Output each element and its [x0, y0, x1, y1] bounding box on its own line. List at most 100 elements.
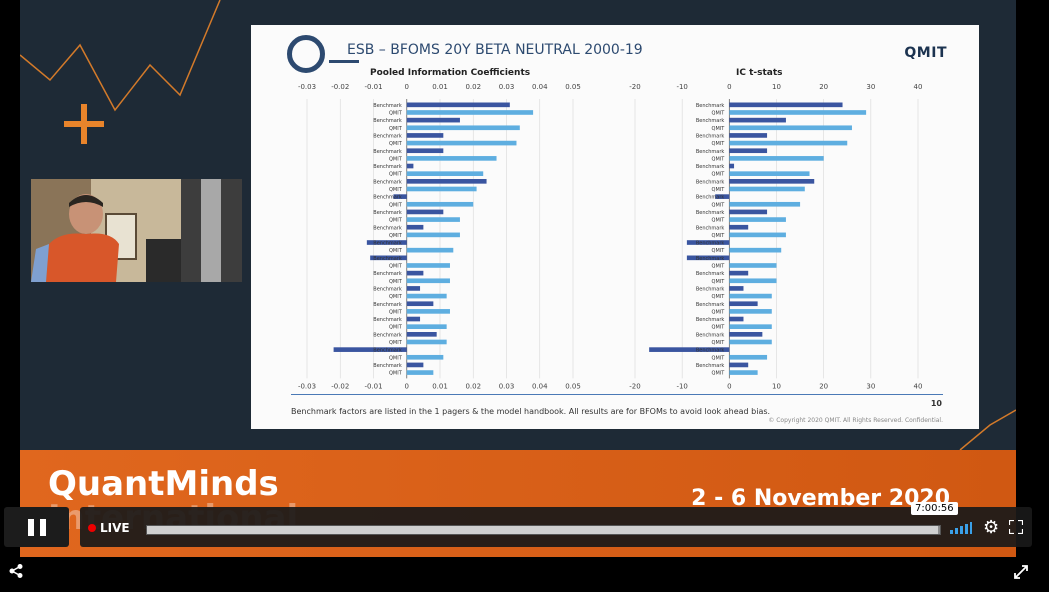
tstat-tick-label: 10 — [772, 382, 781, 390]
ic-bar-benchmark — [406, 102, 510, 108]
ic-bar-benchmark — [406, 133, 444, 138]
seek-bar[interactable] — [146, 525, 941, 535]
ic-category-label: QMIT — [389, 279, 403, 285]
tstat-bar-benchmark — [729, 117, 786, 123]
ic-category-label: QMIT — [389, 371, 403, 377]
ic-tick-label: 0.01 — [432, 83, 448, 91]
live-label[interactable]: LIVE — [100, 521, 130, 535]
player-controls: LIVE 7:00:56 ⚙ — [4, 502, 1032, 547]
tstat-category-label: QMIT — [712, 340, 726, 346]
banner-title: QuantMinds — [48, 464, 279, 504]
ic-bar-benchmark — [406, 332, 437, 337]
tstat-category-label: QMIT — [712, 355, 726, 361]
presentation-slide: ESB – BFOMS 20Y BETA NEUTRAL 2000-19 QMI… — [251, 25, 979, 429]
tstat-bar-benchmark — [729, 316, 744, 322]
tstat-bar-benchmark — [715, 194, 730, 199]
expand-icon[interactable] — [1014, 565, 1028, 579]
slide-footnote: Benchmark factors are listed in the 1 pa… — [291, 407, 771, 416]
tstat-tick-label: 10 — [772, 83, 781, 91]
video-frame[interactable]: ESB – BFOMS 20Y BETA NEUTRAL 2000-19 QMI… — [20, 0, 1016, 557]
tstat-category-label: Benchmark — [696, 256, 725, 262]
slide-title: ESB – BFOMS 20Y BETA NEUTRAL 2000-19 — [347, 42, 643, 58]
tstat-bar-benchmark — [729, 102, 843, 108]
tstat-category-label: QMIT — [712, 111, 726, 117]
tstat-bar-qmit — [729, 110, 867, 115]
ic-category-label: Benchmark — [373, 348, 402, 354]
ic-category-label: QMIT — [389, 233, 403, 239]
tstat-bar-qmit — [729, 263, 777, 268]
signal-strength-icon[interactable] — [950, 522, 972, 534]
ic-category-label: QMIT — [389, 126, 403, 132]
time-tooltip: 7:00:56 — [911, 502, 958, 515]
tstat-category-label: Benchmark — [696, 179, 725, 185]
tstat-category-label: QMIT — [712, 218, 726, 224]
ic-category-label: Benchmark — [373, 225, 402, 231]
tstat-category-label: QMIT — [712, 248, 726, 254]
ic-bar-benchmark — [366, 240, 407, 245]
share-icon[interactable] — [9, 564, 23, 578]
tstat-category-label: Benchmark — [696, 332, 725, 338]
tstat-tick-label: 30 — [866, 83, 875, 91]
tstat-bar-benchmark — [649, 347, 730, 352]
seek-bar-fill — [147, 526, 939, 534]
tstat-bar-benchmark — [686, 240, 730, 245]
tstat-category-label: Benchmark — [696, 149, 725, 155]
tstat-bar-qmit — [729, 186, 805, 192]
ic-category-label: QMIT — [389, 156, 403, 162]
slide-logo-circle-icon — [287, 35, 325, 73]
ic-bar-benchmark — [370, 255, 407, 261]
tstat-category-label: Benchmark — [696, 348, 725, 354]
tstat-bar-benchmark — [729, 163, 735, 169]
tstat-tick-label: -10 — [676, 382, 687, 390]
ic-bar-benchmark — [406, 163, 414, 169]
ic-bar-qmit — [406, 156, 497, 161]
fullscreen-icon[interactable] — [1009, 520, 1023, 534]
presenter-webcam — [31, 179, 242, 282]
pause-button[interactable] — [4, 507, 69, 547]
ic-tick-label: 0.04 — [532, 83, 548, 91]
ic-tick-label: 0.05 — [565, 83, 581, 91]
slide-copyright: © Copyright 2020 QMIT. All Rights Reserv… — [768, 417, 943, 424]
tstat-bar-qmit — [729, 324, 772, 329]
live-dot-icon — [88, 524, 96, 532]
ic-category-label: Benchmark — [373, 179, 402, 185]
ic-category-label: Benchmark — [373, 164, 402, 170]
ic-category-label: Benchmark — [373, 118, 402, 124]
ic-bar-benchmark — [406, 362, 424, 368]
tstat-bar-benchmark — [729, 179, 815, 184]
ic-bar-qmit — [406, 125, 520, 131]
ic-bar-benchmark — [406, 301, 434, 307]
ic-bar-qmit — [406, 339, 447, 345]
tstat-category-label: QMIT — [712, 156, 726, 162]
ic-category-label: Benchmark — [373, 103, 402, 109]
tstat-bar-qmit — [729, 339, 772, 345]
tstat-bar-qmit — [729, 293, 772, 299]
ic-tick-label: -0.01 — [364, 83, 382, 91]
tstat-category-label: QMIT — [712, 141, 726, 147]
ic-bar-qmit — [406, 309, 450, 314]
ic-tick-label: -0.01 — [364, 382, 382, 390]
tstat-tick-label: 20 — [819, 382, 828, 390]
tstat-bar-benchmark — [729, 362, 749, 368]
bottom-toolbar — [0, 557, 1049, 592]
tstat-category-label: Benchmark — [696, 133, 725, 139]
ic-tick-label: 0 — [405, 382, 409, 390]
gear-icon[interactable]: ⚙ — [983, 517, 1000, 538]
ic-tick-label: -0.02 — [331, 382, 349, 390]
ic-category-label: QMIT — [389, 187, 403, 193]
ic-category-label: Benchmark — [373, 210, 402, 216]
footer-divider — [291, 394, 943, 395]
banner-dates: 2 - 6 November 2020 — [691, 486, 950, 511]
slide-page-number: 10 — [930, 399, 942, 408]
tstat-tick-label: 30 — [866, 382, 875, 390]
tstat-category-label: QMIT — [712, 325, 726, 331]
ic-bar-benchmark — [406, 224, 424, 230]
tstat-category-label: Benchmark — [696, 241, 725, 247]
slide-brand-logo: QMIT — [904, 45, 947, 61]
ic-category-label: Benchmark — [373, 133, 402, 139]
tstat-category-label: Benchmark — [696, 286, 725, 292]
ic-tick-label: 0.04 — [532, 382, 548, 390]
ic-bar-qmit — [406, 263, 450, 268]
tstat-category-label: Benchmark — [696, 302, 725, 308]
ic-bar-qmit — [406, 354, 444, 360]
